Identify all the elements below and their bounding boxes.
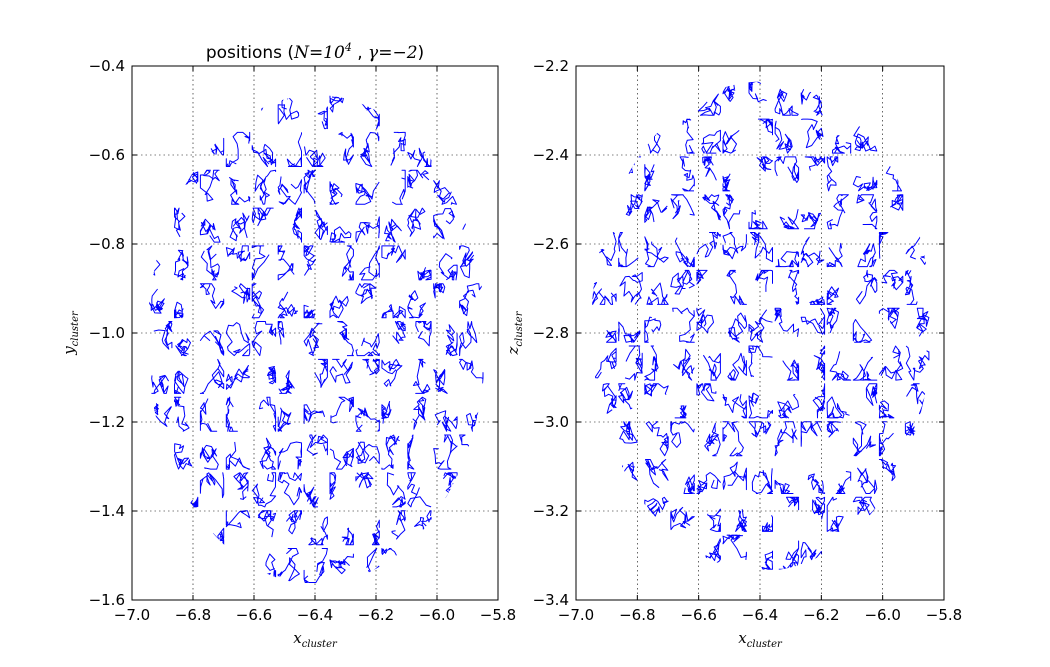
y-axis-label: zcluster bbox=[504, 310, 525, 355]
axes-1: −7.0 −6.8 −6.6 −6.4 −6.2 −6.0 −5.8 −1.6 −1.4 −1.2… bbox=[60, 41, 516, 650]
series-line bbox=[592, 81, 930, 570]
y-axis-label-sub: cluster bbox=[70, 310, 81, 346]
x-tick-label: −6.0 bbox=[864, 606, 900, 624]
x-tick-label: −5.8 bbox=[480, 606, 516, 624]
title-math-n: N bbox=[293, 43, 310, 63]
title-prefix: positions ( bbox=[206, 43, 294, 63]
x-axis-label-sub: cluster bbox=[747, 639, 783, 650]
y-tick-label: −2.8 bbox=[533, 324, 569, 342]
x-tick-label: −6.8 bbox=[619, 606, 655, 624]
x-tick-label: −6.0 bbox=[419, 606, 455, 624]
y-axis-label-main: z bbox=[504, 347, 522, 356]
x-tick-label: −6.8 bbox=[175, 606, 211, 624]
x-tick-label: −6.6 bbox=[680, 606, 716, 624]
title-suffix: ) bbox=[418, 43, 425, 63]
title-exponent: 4 bbox=[344, 41, 352, 54]
x-tick-label: −6.4 bbox=[297, 606, 333, 624]
y-tick-label: −3.2 bbox=[533, 502, 569, 520]
series-group bbox=[592, 81, 930, 570]
y-tick-label: −1.0 bbox=[89, 324, 125, 342]
x-tick-label: −6.6 bbox=[236, 606, 272, 624]
y-tick-label: −0.8 bbox=[89, 235, 125, 253]
y-axis-label: ycluster bbox=[60, 310, 81, 356]
y-axis-label-main: y bbox=[60, 346, 78, 356]
axes-2: −7.0 −6.8 −6.6 −6.4 −6.2 −6.0 −5.8 −3.4 −3.2 −3.0… bbox=[504, 57, 962, 650]
x-tick-label: −6.4 bbox=[742, 606, 778, 624]
x-tick-label: −6.2 bbox=[358, 606, 394, 624]
x-tick-label: −6.2 bbox=[803, 606, 839, 624]
x-axis-label-main: x bbox=[293, 629, 302, 647]
x-tick-label: −5.8 bbox=[926, 606, 962, 624]
y-axis-label-sub: cluster bbox=[514, 310, 525, 346]
x-tick-label: −7.0 bbox=[558, 606, 594, 624]
x-axis-label-sub: cluster bbox=[302, 639, 338, 650]
y-tick-label: −0.6 bbox=[89, 146, 125, 164]
y-tick-label: −1.2 bbox=[89, 413, 125, 431]
x-axis-label: xcluster bbox=[738, 629, 783, 650]
x-axis-label-main: x bbox=[738, 629, 747, 647]
chart-title: positions (N=104 , γ=−2) bbox=[206, 41, 424, 63]
series-group bbox=[148, 94, 484, 583]
y-tick-label: −1.4 bbox=[89, 502, 125, 520]
series-line bbox=[148, 94, 484, 583]
y-tick-label: −2.6 bbox=[533, 235, 569, 253]
y-tick-label: −2.4 bbox=[533, 146, 569, 164]
title-math-gamma: γ bbox=[368, 43, 379, 63]
y-tick-label: −3.0 bbox=[533, 413, 569, 431]
x-tick-label: −7.0 bbox=[114, 606, 150, 624]
y-tick-label: −2.2 bbox=[533, 57, 569, 75]
title-separator: , bbox=[352, 43, 368, 63]
y-tick-label: −3.4 bbox=[533, 591, 569, 609]
title-eq-2: =−2 bbox=[378, 43, 417, 63]
title-eq-1: =10 bbox=[309, 43, 345, 63]
y-tick-label: −1.6 bbox=[89, 591, 125, 609]
y-tick-label: −0.4 bbox=[89, 57, 125, 75]
x-axis-label: xcluster bbox=[293, 629, 338, 650]
